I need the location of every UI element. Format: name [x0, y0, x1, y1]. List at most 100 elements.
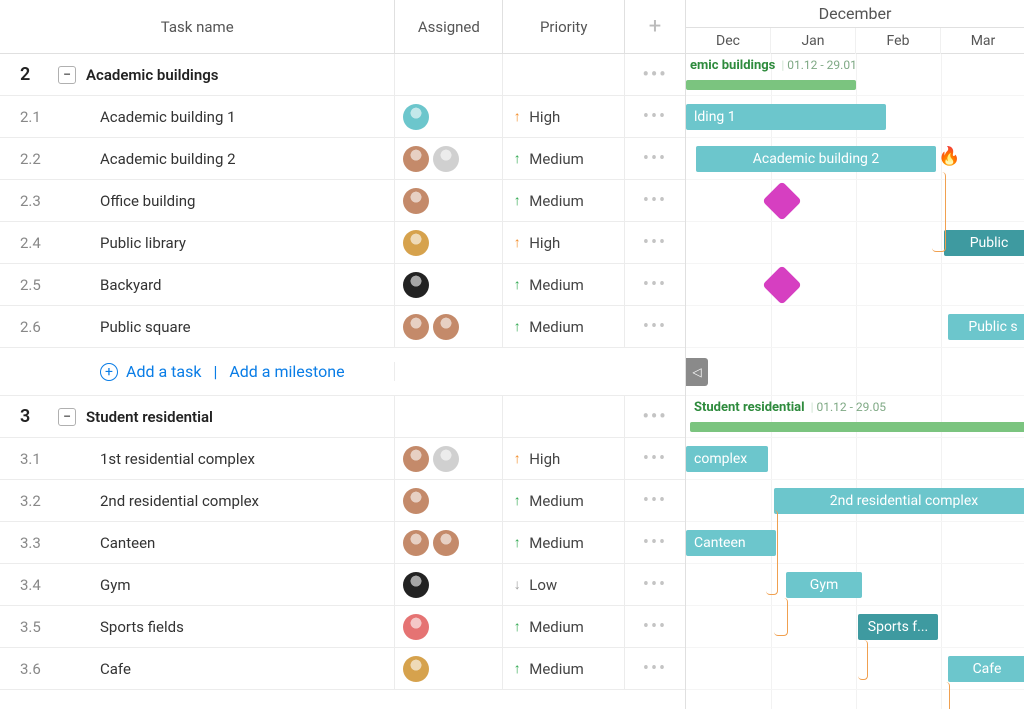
row-actions-icon[interactable]: ••• [643, 450, 667, 468]
assigned-cell[interactable] [395, 180, 503, 221]
assigned-cell[interactable] [395, 480, 503, 521]
gantt-task-bar[interactable]: Academic building 2 [696, 146, 936, 172]
task-name[interactable]: Public library [82, 234, 394, 252]
task-name[interactable]: Academic building 2 [82, 150, 394, 168]
group-name[interactable]: Academic buildings [82, 66, 394, 84]
collapse-toggle-icon[interactable]: − [58, 66, 76, 84]
group-name[interactable]: Student residential [82, 408, 394, 426]
row-actions-icon[interactable]: ••• [643, 492, 667, 510]
assigned-cell[interactable] [395, 222, 503, 263]
assigned-cell[interactable] [395, 138, 503, 179]
task-name[interactable]: Sports fields [82, 618, 394, 636]
row-actions[interactable]: ••• [625, 522, 685, 563]
assigned-cell[interactable] [395, 522, 503, 563]
plus-circle-icon[interactable]: + [100, 363, 118, 381]
gantt-milestone-icon[interactable] [762, 181, 802, 221]
priority-cell[interactable]: ↑Medium [503, 522, 625, 563]
assigned-cell[interactable] [395, 306, 503, 347]
gantt-task-bar[interactable]: lding 1 [686, 104, 886, 130]
table-row[interactable]: 3.6 Cafe↑Medium••• [0, 648, 685, 690]
add-column-button[interactable]: + [625, 0, 685, 53]
task-name[interactable]: Office building [82, 192, 394, 210]
assigned-cell[interactable] [395, 96, 503, 137]
row-actions[interactable]: ••• [625, 480, 685, 521]
add-task-button[interactable]: Add a task [126, 362, 201, 381]
row-actions-icon[interactable]: ••• [643, 618, 667, 636]
row-actions-icon[interactable]: ••• [643, 234, 667, 252]
row-actions-icon[interactable]: ••• [643, 192, 667, 210]
row-actions-icon[interactable]: ••• [643, 276, 667, 294]
row-actions-icon[interactable]: ••• [643, 150, 667, 168]
assigned-cell[interactable] [395, 438, 503, 479]
gantt-task-bar[interactable]: Public s [948, 314, 1024, 340]
priority-cell[interactable]: ↑Medium [503, 648, 625, 689]
gantt-task-bar[interactable]: Gym [786, 572, 862, 598]
gantt-summary-bar[interactable] [686, 80, 856, 90]
group-row[interactable]: 2 − Academic buildings••• [0, 54, 685, 96]
gantt-milestone-icon[interactable] [762, 265, 802, 305]
task-name[interactable]: Academic building 1 [82, 108, 394, 126]
priority-cell[interactable]: ↑Medium [503, 306, 625, 347]
task-name[interactable]: 1st residential complex [82, 450, 394, 468]
row-actions[interactable]: ••• [625, 606, 685, 647]
row-actions[interactable]: ••• [625, 54, 685, 95]
gantt-task-bar[interactable]: Sports f... [858, 614, 938, 640]
task-name[interactable]: Backyard [82, 276, 394, 294]
task-name[interactable]: 2nd residential complex [82, 492, 394, 510]
task-name[interactable]: Cafe [82, 660, 394, 678]
priority-cell[interactable]: ↑Medium [503, 180, 625, 221]
priority-cell[interactable]: ↑Medium [503, 264, 625, 305]
priority-cell[interactable]: ↑Medium [503, 138, 625, 179]
gantt-summary-label[interactable]: Student residential01.12 - 29.05 [694, 400, 886, 415]
row-actions[interactable]: ••• [625, 264, 685, 305]
gantt-task-bar[interactable]: 2nd residential complex [774, 488, 1024, 514]
row-actions-icon[interactable]: ••• [643, 660, 667, 678]
table-row[interactable]: 2.2 Academic building 2↑Medium••• [0, 138, 685, 180]
table-row[interactable]: 3.4 Gym↓Low••• [0, 564, 685, 606]
gantt-summary-bar[interactable] [690, 422, 1024, 432]
row-actions-icon[interactable]: ••• [642, 408, 667, 426]
assigned-cell[interactable] [395, 606, 503, 647]
row-actions[interactable]: ••• [625, 438, 685, 479]
priority-cell[interactable]: ↑High [503, 438, 625, 479]
row-actions[interactable]: ••• [625, 138, 685, 179]
assigned-cell[interactable] [395, 648, 503, 689]
task-name[interactable]: Gym [82, 576, 394, 594]
priority-cell[interactable]: ↑High [503, 96, 625, 137]
table-row[interactable]: 3.1 1st residential complex↑High••• [0, 438, 685, 480]
table-row[interactable]: 3.5 Sports fields↑Medium••• [0, 606, 685, 648]
group-row[interactable]: 3 − Student residential••• [0, 396, 685, 438]
gantt-task-bar[interactable]: Canteen [686, 530, 776, 556]
assigned-cell[interactable] [395, 564, 503, 605]
priority-cell[interactable]: ↑Medium [503, 480, 625, 521]
table-row[interactable]: 2.1 Academic building 1↑High••• [0, 96, 685, 138]
priority-cell[interactable]: ↓Low [503, 564, 625, 605]
gantt-task-bar[interactable]: Cafe [948, 656, 1024, 682]
gantt-summary-label[interactable]: emic buildings01.12 - 29.01 [690, 58, 857, 73]
table-row[interactable]: 2.6 Public square↑Medium••• [0, 306, 685, 348]
row-actions-icon[interactable]: ••• [643, 108, 667, 126]
priority-cell[interactable]: ↑High [503, 222, 625, 263]
assigned-cell[interactable] [395, 264, 503, 305]
row-actions-icon[interactable]: ••• [643, 318, 667, 336]
row-actions[interactable]: ••• [625, 306, 685, 347]
row-actions[interactable]: ••• [625, 564, 685, 605]
task-name[interactable]: Public square [82, 318, 394, 336]
collapse-toggle-icon[interactable]: − [58, 408, 76, 426]
table-row[interactable]: 2.4 Public library↑High••• [0, 222, 685, 264]
gantt-scroll-left-handle[interactable]: ◁ [686, 358, 708, 386]
table-row[interactable]: 2.5 Backyard↑Medium••• [0, 264, 685, 306]
task-name[interactable]: Canteen [82, 534, 394, 552]
row-actions[interactable]: ••• [625, 222, 685, 263]
priority-cell[interactable]: ↑Medium [503, 606, 625, 647]
add-milestone-button[interactable]: Add a milestone [229, 362, 344, 381]
row-actions[interactable]: ••• [625, 96, 685, 137]
row-actions[interactable]: ••• [625, 648, 685, 689]
row-actions[interactable]: ••• [625, 180, 685, 221]
table-row[interactable]: 2.3 Office building↑Medium••• [0, 180, 685, 222]
gantt-task-bar[interactable]: Public [944, 230, 1024, 256]
table-row[interactable]: 3.2 2nd residential complex↑Medium••• [0, 480, 685, 522]
row-actions-icon[interactable]: ••• [643, 534, 667, 552]
row-actions-icon[interactable]: ••• [643, 576, 667, 594]
gantt-task-bar[interactable]: complex [686, 446, 768, 472]
